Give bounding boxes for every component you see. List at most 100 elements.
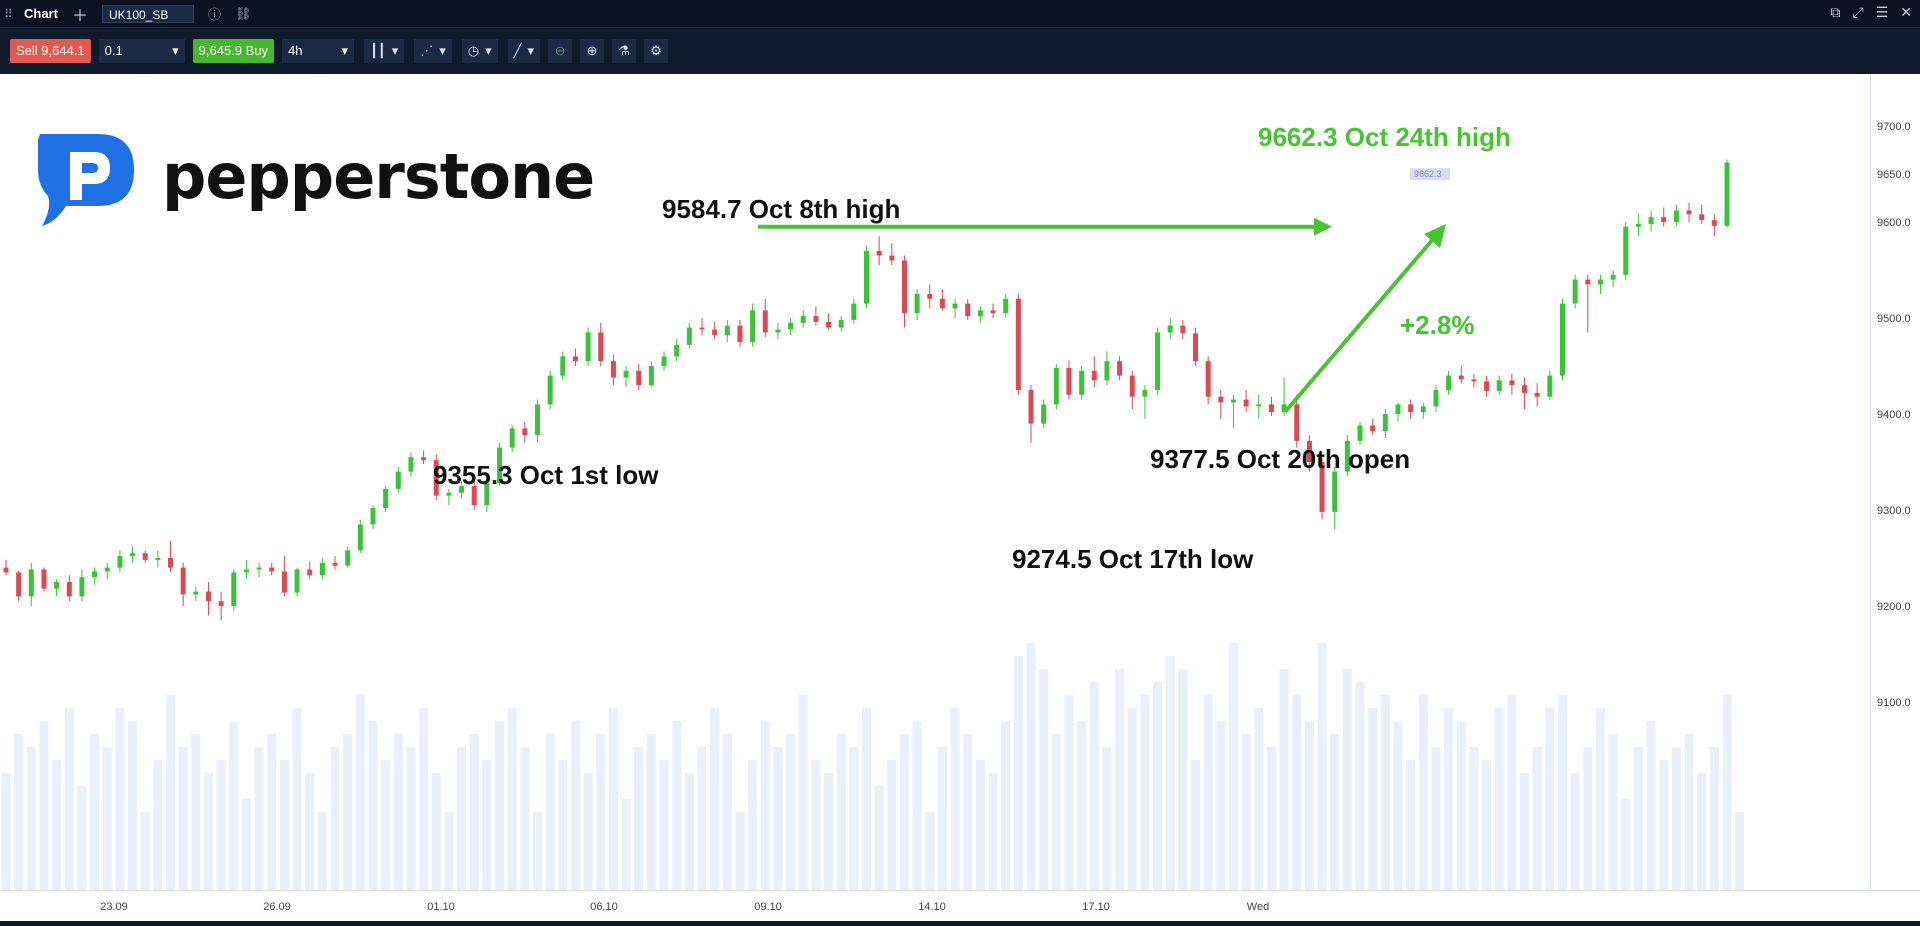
- candle-bullish[interactable]: [294, 567, 300, 597]
- candle-bullish[interactable]: [1104, 351, 1110, 386]
- candle-bullish[interactable]: [155, 550, 161, 568]
- candle-bullish[interactable]: [484, 476, 490, 512]
- candle-bearish[interactable]: [1509, 373, 1515, 395]
- candle-bullish[interactable]: [1623, 222, 1629, 280]
- candle-bearish[interactable]: [168, 540, 174, 573]
- candle-bearish[interactable]: [889, 243, 895, 266]
- candle-bearish[interactable]: [522, 421, 528, 443]
- candle-bullish[interactable]: [395, 466, 401, 493]
- candle-bullish[interactable]: [775, 322, 781, 340]
- candle-bullish[interactable]: [800, 310, 806, 328]
- candle-bullish[interactable]: [547, 370, 553, 410]
- buy-button[interactable]: 9,645.9 Buy: [192, 38, 275, 63]
- candle-bearish[interactable]: [1294, 394, 1300, 448]
- candle-bullish[interactable]: [1559, 298, 1565, 381]
- gear-icon[interactable]: ⚙: [644, 38, 669, 63]
- candle-bearish[interactable]: [610, 354, 616, 386]
- candle-bullish[interactable]: [509, 425, 515, 453]
- candle-bearish[interactable]: [1129, 370, 1135, 410]
- candle-bearish[interactable]: [1534, 383, 1540, 407]
- candle-bearish[interactable]: [1458, 366, 1464, 384]
- candle-bearish[interactable]: [180, 562, 186, 606]
- candle-bearish[interactable]: [471, 479, 477, 510]
- info-icon[interactable]: ⓘ: [207, 7, 221, 22]
- candle-bearish[interactable]: [1699, 204, 1705, 224]
- candle-bullish[interactable]: [92, 567, 98, 585]
- candle-bearish[interactable]: [598, 322, 604, 366]
- candle-bullish[interactable]: [724, 319, 730, 342]
- candle-bullish[interactable]: [1332, 466, 1338, 530]
- candle-bullish[interactable]: [408, 452, 414, 477]
- candle-bearish[interactable]: [1370, 418, 1376, 436]
- candle-bearish[interactable]: [433, 454, 439, 501]
- candle-bullish[interactable]: [1053, 364, 1059, 410]
- candle-bullish[interactable]: [54, 579, 60, 597]
- candle-bearish[interactable]: [421, 450, 427, 464]
- candle-bullish[interactable]: [977, 306, 983, 323]
- candle-bullish[interactable]: [534, 399, 540, 443]
- candle-bearish[interactable]: [699, 318, 705, 336]
- candle-bullish[interactable]: [1648, 210, 1654, 232]
- zoom-in-icon[interactable]: ⊕: [580, 38, 605, 63]
- candle-bearish[interactable]: [1585, 274, 1591, 333]
- drawing-tools-dropdown[interactable]: ╱ ▾: [507, 38, 541, 63]
- flask-icon[interactable]: ⚗: [612, 38, 637, 63]
- candle-bearish[interactable]: [813, 306, 819, 326]
- candle-bearish[interactable]: [1319, 457, 1325, 520]
- candle-bullish[interactable]: [345, 546, 351, 568]
- candle-bullish[interactable]: [1395, 402, 1401, 422]
- candle-bullish[interactable]: [1256, 394, 1262, 419]
- candle-bullish[interactable]: [674, 339, 680, 362]
- candle-bullish[interactable]: [256, 562, 262, 578]
- candle-bullish[interactable]: [1547, 370, 1553, 400]
- candle-bullish[interactable]: [1003, 294, 1009, 318]
- candle-bullish[interactable]: [851, 298, 857, 324]
- candle-bullish[interactable]: [1357, 421, 1363, 445]
- candle-bearish[interactable]: [1015, 294, 1021, 395]
- candle-bearish[interactable]: [332, 556, 338, 570]
- candle-bearish[interactable]: [66, 575, 72, 602]
- candle-bullish[interactable]: [1382, 409, 1388, 438]
- candle-bullish[interactable]: [319, 558, 325, 580]
- candle-bullish[interactable]: [446, 488, 452, 506]
- candle-bullish[interactable]: [661, 351, 667, 371]
- time-dropdown[interactable]: ◷ ▾: [461, 38, 498, 63]
- candle-bullish[interactable]: [231, 569, 237, 611]
- candle-bearish[interactable]: [636, 364, 642, 390]
- candle-bullish[interactable]: [1041, 399, 1047, 429]
- candle-bearish[interactable]: [205, 582, 211, 616]
- link-icon[interactable]: ⛓: [234, 5, 252, 21]
- candle-bullish[interactable]: [1446, 370, 1452, 395]
- candlestick-chart[interactable]: 9584.7 Oct 8th high 9355.3 Oct 1st low 927…: [0, 74, 1870, 890]
- candle-bearish[interactable]: [927, 284, 933, 309]
- candle-bullish[interactable]: [1635, 214, 1641, 237]
- candle-bullish[interactable]: [838, 316, 844, 332]
- candle-bullish[interactable]: [1433, 385, 1439, 413]
- candle-bearish[interactable]: [965, 298, 971, 320]
- candle-bearish[interactable]: [1408, 399, 1414, 419]
- candle-bearish[interactable]: [572, 348, 578, 366]
- candle-bullish[interactable]: [623, 366, 629, 388]
- candle-bullish[interactable]: [1079, 366, 1085, 400]
- candle-bullish[interactable]: [1724, 159, 1730, 228]
- candle-bearish[interactable]: [1218, 390, 1224, 419]
- quantity-select[interactable]: 0.1 ▾: [98, 38, 185, 63]
- zoom-out-icon[interactable]: ⊖: [548, 38, 573, 63]
- expand-icon[interactable]: ⤢: [1852, 4, 1864, 20]
- candle-bullish[interactable]: [1281, 377, 1287, 416]
- candle-bullish[interactable]: [357, 519, 363, 554]
- candle-bearish[interactable]: [281, 556, 287, 597]
- candle-bullish[interactable]: [130, 546, 136, 563]
- candle-bullish[interactable]: [1496, 375, 1502, 395]
- menu-icon[interactable]: ☰: [1875, 4, 1889, 20]
- candle-bearish[interactable]: [1091, 356, 1097, 388]
- candle-bullish[interactable]: [1420, 402, 1426, 419]
- candle-bearish[interactable]: [1711, 214, 1717, 237]
- candle-bearish[interactable]: [1661, 207, 1667, 227]
- candle-bullish[interactable]: [497, 442, 503, 486]
- candle-bullish[interactable]: [1597, 274, 1603, 294]
- candle-bearish[interactable]: [939, 289, 945, 311]
- chart-type-dropdown[interactable]: ┃┃ ▾: [364, 38, 405, 63]
- candle-bearish[interactable]: [712, 321, 718, 340]
- candle-bearish[interactable]: [142, 550, 148, 563]
